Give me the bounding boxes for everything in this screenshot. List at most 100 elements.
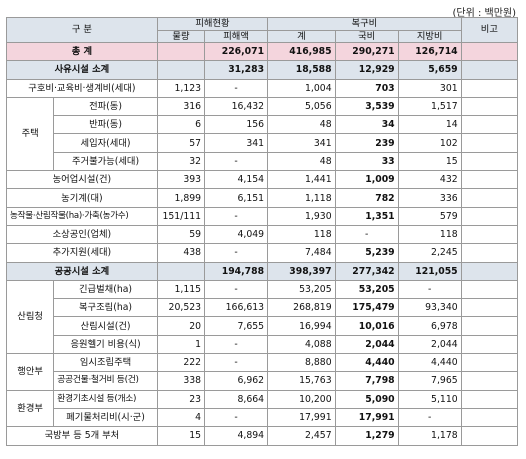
cell-note bbox=[460, 206, 519, 226]
cell-qty: 32 bbox=[156, 151, 206, 172]
table-row: 공공건물·철거비 등(건) 338 6,962 15,763 7,798 7,9… bbox=[7, 371, 519, 391]
unit-label: (단위 : 백만원) bbox=[452, 8, 516, 19]
cell-qty bbox=[156, 261, 206, 281]
cell-national: 33 bbox=[334, 151, 399, 172]
cell-sum: 17,991 bbox=[267, 407, 336, 428]
table-row: 농작물·산림작물(ha)·가축(농가수) 151/111 - 1,930 1,3… bbox=[6, 206, 519, 226]
cell-local: 5,110 bbox=[397, 389, 462, 409]
cell-qty: 1,115 bbox=[156, 279, 206, 300]
cell-damage: 194,788 bbox=[204, 261, 269, 281]
table-row: 국방부 등 5개 부처 15 4,894 2,457 1,279 1,178 bbox=[6, 426, 519, 446]
table-row-total: 총 계 226,071 416,985 290,271 126,714 bbox=[6, 41, 519, 62]
cell-national: 2,044 bbox=[334, 334, 399, 355]
row-label: 농작물·산림작물(ha)·가축(농가수) bbox=[6, 206, 158, 226]
group-label-env: 환경부 bbox=[5, 389, 55, 428]
table-row: 농기계(대) 1,899 6,151 1,118 782 336 bbox=[6, 188, 519, 208]
row-label: 응원헬기 비용(식) bbox=[53, 334, 158, 355]
cell-note bbox=[460, 279, 519, 300]
cell-national: 1,009 bbox=[334, 170, 399, 190]
cell-national: 782 bbox=[334, 188, 399, 208]
header-local: 지방비 bbox=[397, 30, 462, 43]
cell-sum: 48 bbox=[267, 115, 336, 135]
cell-qty: 151/111 bbox=[156, 206, 206, 226]
table-header: 구 분 피해현황 복구비 비고 물량 피해액 계 국비 지방비 bbox=[6, 17, 519, 43]
cell-national: 1,351 bbox=[334, 206, 399, 226]
cell-national: 703 bbox=[334, 78, 399, 98]
cell-qty: 20,523 bbox=[156, 298, 206, 318]
cell-national: 4,440 bbox=[334, 353, 399, 373]
table-row: 소상공인(업체) 59 4,049 118 - 118 bbox=[6, 224, 519, 245]
cell-local: 7,965 bbox=[397, 371, 462, 391]
cell-qty: 20 bbox=[156, 316, 206, 336]
row-label: 공공건물·철거비 등(건) bbox=[53, 371, 158, 391]
cell-local: 93,340 bbox=[397, 298, 462, 318]
cell-qty: 1 bbox=[156, 334, 206, 355]
group-label-interior: 행안부 bbox=[5, 353, 55, 391]
table-row: 반파(동) 6 156 48 34 14 bbox=[7, 115, 519, 135]
row-label: 전파(동) bbox=[53, 96, 158, 117]
cell-qty: 222 bbox=[156, 353, 206, 373]
table-row: 추가지원(세대) 438 - 7,484 5,239 2,245 bbox=[6, 243, 519, 263]
cell-note bbox=[460, 115, 519, 135]
table-row: 주거불가능(세대) 32 - 48 33 15 bbox=[7, 151, 519, 172]
cell-note bbox=[460, 334, 519, 355]
cell-damage: - bbox=[204, 334, 269, 355]
cell-qty: 57 bbox=[156, 133, 206, 153]
cell-damage: 226,071 bbox=[204, 41, 269, 62]
cell-note bbox=[460, 353, 519, 373]
cell-qty: 59 bbox=[156, 224, 206, 245]
cell-national: 5,239 bbox=[334, 243, 399, 263]
cell-local: 2,044 bbox=[397, 334, 462, 355]
cell-sum: 8,880 bbox=[267, 353, 336, 373]
cell-qty: 4 bbox=[156, 407, 206, 428]
header-damage: 피해현황 bbox=[156, 17, 269, 31]
cell-damage: 4,049 bbox=[204, 224, 269, 245]
cell-national: 34 bbox=[334, 115, 399, 135]
row-label: 농어업시설(건) bbox=[6, 170, 158, 190]
header-total: 계 bbox=[267, 30, 336, 43]
row-label: 추가지원(세대) bbox=[6, 243, 158, 263]
cell-national: 1,279 bbox=[334, 426, 399, 446]
cell-sum: 16,994 bbox=[267, 316, 336, 336]
header-category: 구 분 bbox=[6, 17, 158, 43]
cell-national: 5,090 bbox=[334, 389, 399, 409]
cell-sum: 398,397 bbox=[267, 261, 336, 281]
table-row: 산림청 긴급벌채(ha) 1,115 - 53,205 53,205 - bbox=[5, 279, 519, 355]
damage-recovery-table: 구 분 피해현황 복구비 비고 물량 피해액 계 국비 지방비 총 계 226,… bbox=[5, 17, 519, 446]
header-note: 비고 bbox=[460, 17, 519, 43]
cell-damage: 16,432 bbox=[204, 96, 269, 117]
cell-damage: 4,894 bbox=[204, 426, 269, 446]
cell-damage: 166,613 bbox=[204, 298, 269, 318]
cell-note bbox=[460, 243, 519, 263]
cell-note bbox=[460, 151, 519, 172]
cell-qty: 15 bbox=[156, 426, 206, 446]
cell-national: 17,991 bbox=[334, 407, 399, 428]
row-label: 주거불가능(세대) bbox=[53, 151, 158, 172]
row-label: 복구조림(ha) bbox=[53, 298, 158, 318]
cell-local: 102 bbox=[397, 133, 462, 153]
cell-sum: 1,004 bbox=[267, 78, 336, 98]
cell-qty bbox=[156, 60, 206, 80]
table-row-public-subtotal: 공공시설 소계 194,788 398,397 277,342 121,055 bbox=[6, 261, 519, 281]
cell-damage: - bbox=[204, 243, 269, 263]
cell-damage: - bbox=[204, 206, 269, 226]
cell-local: 121,055 bbox=[397, 261, 462, 281]
row-label: 환경기초시설 등(개소) bbox=[53, 389, 158, 409]
cell-sum: 48 bbox=[267, 151, 336, 172]
cell-qty: 338 bbox=[156, 371, 206, 391]
cell-sum: 1,441 bbox=[267, 170, 336, 190]
cell-sum: 416,985 bbox=[267, 41, 336, 62]
cell-note bbox=[460, 389, 519, 409]
cell-national: 239 bbox=[334, 133, 399, 153]
cell-qty: 6 bbox=[156, 115, 206, 135]
cell-note bbox=[460, 60, 519, 80]
cell-note bbox=[460, 96, 519, 117]
cell-damage: 341 bbox=[204, 133, 269, 153]
cell-note bbox=[460, 261, 519, 281]
cell-local: 2,245 bbox=[397, 243, 462, 263]
table-row: 농어업시설(건) 393 4,154 1,441 1,009 432 bbox=[6, 170, 519, 190]
row-label: 공공시설 소계 bbox=[6, 261, 158, 281]
cell-note bbox=[460, 298, 519, 318]
row-label: 구호비·교육비·생계비(세대) bbox=[6, 78, 158, 98]
cell-damage: - bbox=[204, 151, 269, 172]
